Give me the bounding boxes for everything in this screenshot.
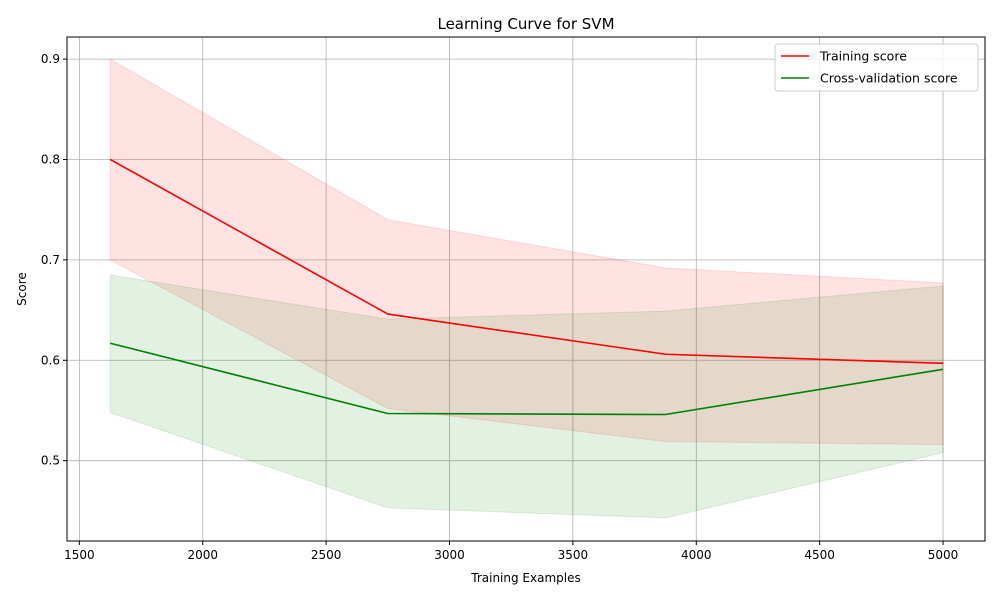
y-axis-label: Score xyxy=(15,272,29,306)
axes-frame xyxy=(66,36,986,542)
series-line-1 xyxy=(109,158,944,365)
x-tick-label: 4500 xyxy=(804,548,835,562)
x-axis-label: Training Examples xyxy=(470,571,580,585)
confidence-bands xyxy=(109,58,944,519)
x-tick-label: 4000 xyxy=(681,548,712,562)
confidence-band-2 xyxy=(109,274,944,519)
legend-label-2: Cross-validation score xyxy=(820,71,958,86)
x-tick-label: 3000 xyxy=(434,548,465,562)
series-lines xyxy=(109,158,944,416)
x-tick-label: 2500 xyxy=(311,548,342,562)
confidence-band-1 xyxy=(109,58,944,446)
y-tick-label: 0.7 xyxy=(41,253,60,267)
x-tick-label: 2000 xyxy=(187,548,218,562)
x-tick-label: 5000 xyxy=(928,548,959,562)
x-tick-label: 1500 xyxy=(64,548,95,562)
y-tick-label: 0.6 xyxy=(41,353,60,367)
x-tick-label: 3500 xyxy=(558,548,589,562)
y-tick-label: 0.9 xyxy=(41,52,60,66)
legend-box xyxy=(774,43,979,92)
legend-label-1: Training score xyxy=(819,49,907,64)
series-line-2 xyxy=(109,342,944,416)
legend: Training score Cross-validation score xyxy=(774,43,979,92)
y-tick-label: 0.5 xyxy=(41,454,60,468)
ticks: 1500 2000 2500 3000 3500 4000 4500 5000 0.5 0.6 0.… xyxy=(41,52,958,562)
y-tick-label: 0.8 xyxy=(41,152,60,166)
chart-title: Learning Curve for SVM xyxy=(437,15,614,33)
